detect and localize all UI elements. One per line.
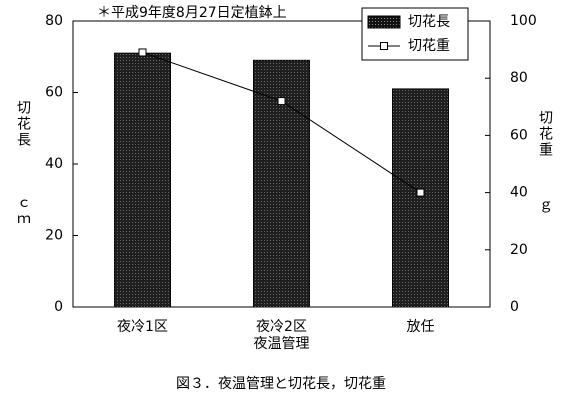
- y-tick-label: 80: [45, 13, 63, 29]
- x-tick-label: 夜冷1区: [117, 319, 168, 335]
- y2-unit: ｇ: [537, 200, 553, 216]
- annotation: ＊平成9年度8月27日定植鉢上: [97, 5, 287, 21]
- y2-tick-label: 100: [510, 13, 537, 29]
- bar: [392, 88, 449, 308]
- y2-tick-label: 0: [510, 299, 519, 315]
- y-label: 切花長: [15, 100, 31, 148]
- y2-tick-label: 40: [510, 185, 528, 201]
- point: [416, 188, 425, 197]
- legend-label: 切花長: [408, 14, 450, 30]
- point: [277, 97, 286, 106]
- legend-swatch: [367, 15, 401, 29]
- caption: 図３．夜温管理と切花長，切花重: [176, 376, 386, 392]
- y-tick-label: 0: [54, 299, 63, 315]
- y2-tick-label: 60: [510, 127, 528, 143]
- y-unit: ｃｍ: [15, 196, 31, 228]
- y2-tick-label: 80: [510, 70, 528, 86]
- legend-marker: [380, 42, 388, 50]
- point: [138, 48, 147, 57]
- y2-tick-label: 20: [510, 242, 528, 258]
- x-tick-label: 夜冷2区 夜温管理: [253, 319, 310, 352]
- y-tick-label: 40: [45, 156, 63, 172]
- y-tick-label: 20: [45, 228, 63, 244]
- bar: [114, 52, 171, 308]
- legend-label: 切花重: [408, 38, 450, 54]
- y2-label: 切花重: [537, 110, 553, 158]
- x-tick-label: 放任: [406, 319, 435, 335]
- y-tick-label: 60: [45, 85, 63, 101]
